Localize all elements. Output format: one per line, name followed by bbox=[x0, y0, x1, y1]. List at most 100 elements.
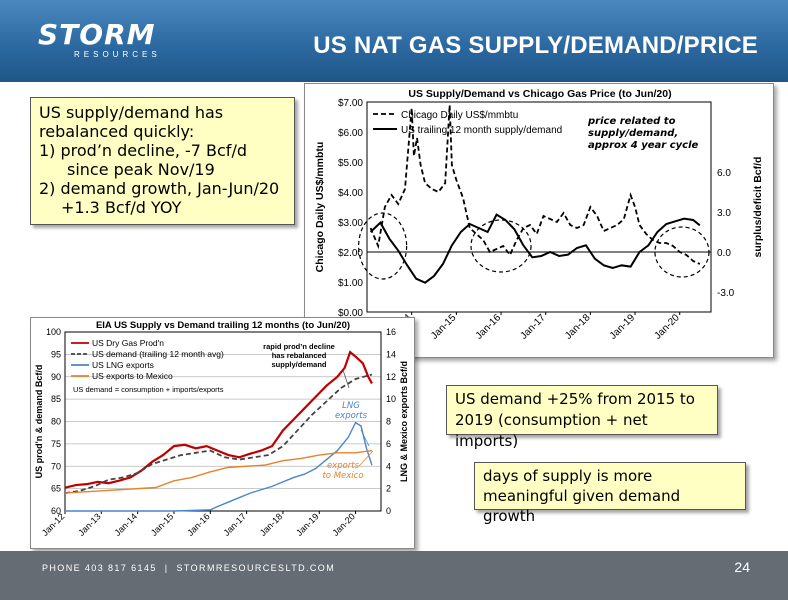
y2-tick-label: 14 bbox=[386, 349, 396, 359]
series-supply-demand-line bbox=[369, 213, 701, 284]
x-tick-label: Jan-19 bbox=[608, 312, 638, 342]
legend-label: US Dry Gas Prod'n bbox=[92, 338, 164, 348]
series-mexico-exports-line bbox=[64, 449, 373, 494]
y2-axis-label: surplus/deficit Bcf/d bbox=[752, 157, 764, 258]
logo-subtitle: RESOURCES bbox=[74, 50, 161, 59]
y2-tick-label: 6 bbox=[386, 439, 391, 449]
x-tick-label: Jan-20 bbox=[652, 312, 682, 342]
y2-tick-label: 0 bbox=[386, 506, 391, 516]
y2-tick-label: 4 bbox=[386, 461, 391, 471]
y2-axis-label: LNG & Mexico exports Bcf/d bbox=[399, 361, 409, 482]
annotation-mexico: exports bbox=[327, 461, 360, 471]
y-tick-label: 95 bbox=[51, 349, 61, 359]
supply-demand-callout: US supply/demand has rebalanced quickly:… bbox=[30, 97, 295, 225]
y-axis-label: US prod'n & demand Bcf/d bbox=[34, 365, 44, 479]
price-chart-svg: US Supply/Demand vs Chicago Gas Price (t… bbox=[314, 88, 764, 342]
x-tick-label: Jan-19 bbox=[294, 511, 321, 538]
series-price-line bbox=[369, 104, 701, 265]
y-tick-label: $3.00 bbox=[338, 218, 363, 229]
annotation-rebalance: supply/demand bbox=[271, 360, 326, 369]
annotation-lng: exports bbox=[335, 411, 368, 421]
legend-label: US LNG exports bbox=[92, 360, 154, 370]
callout-line: 2) demand growth, Jan-Jun/20 bbox=[39, 179, 280, 198]
x-tick-label: Jan-15 bbox=[149, 511, 176, 538]
slide-footer: PHONE 403 817 6145 | STORMRESOURCESLTD.COM… bbox=[0, 551, 788, 600]
y-tick-label: 85 bbox=[51, 394, 61, 404]
x-tick-label: Jan-15 bbox=[429, 312, 459, 342]
chart-title: US Supply/Demand vs Chicago Gas Price (t… bbox=[408, 88, 671, 100]
y-tick-label: 65 bbox=[51, 484, 61, 494]
demand-growth-callout: US demand +25% from 2015 to 2019 (consum… bbox=[446, 385, 718, 450]
x-tick-label: Jan-17 bbox=[518, 312, 548, 342]
callout-line: +1.3 Bcf/d YOY bbox=[61, 198, 182, 217]
y-tick-label: 100 bbox=[46, 327, 61, 337]
y-tick-label: 75 bbox=[51, 439, 61, 449]
annotation-mexico: to Mexico bbox=[322, 471, 363, 481]
callout-line: 1) prod’n decline, -7 Bcf/d bbox=[39, 141, 247, 160]
y-tick-label: $6.00 bbox=[338, 128, 363, 139]
y2-tick-label: 3.0 bbox=[717, 208, 731, 219]
y-tick-label: 60 bbox=[51, 506, 61, 516]
slide-title: US NAT GAS SUPPLY/DEMAND/PRICE bbox=[313, 32, 758, 59]
legend-price-label: Chicago Daily US$/mmbtu bbox=[401, 110, 518, 121]
y2-tick-label: 10 bbox=[386, 394, 396, 404]
y-tick-label: 80 bbox=[51, 417, 61, 427]
x-tick-label: Jan-14 bbox=[113, 511, 140, 538]
eia-supply-demand-chart: EIA US Supply vs Demand trailing 12 mont… bbox=[30, 317, 415, 549]
footer-website[interactable]: STORMRESOURCESLTD.COM bbox=[176, 563, 336, 573]
company-logo: STORM RESOURCES bbox=[38, 20, 161, 60]
footer-phone: PHONE 403 817 6145 bbox=[42, 563, 157, 573]
y-tick-label: $0.00 bbox=[338, 308, 363, 319]
x-tick-label: Jan-17 bbox=[221, 511, 248, 538]
x-tick-label: Jan-20 bbox=[330, 511, 357, 538]
y-tick-label: $7.00 bbox=[338, 98, 363, 109]
callout-line: US supply/demand has bbox=[39, 103, 224, 122]
logo-wordmark: STORM bbox=[38, 18, 156, 51]
chart-annotation-line: supply/demand, bbox=[588, 128, 678, 139]
cycle-highlight-circle bbox=[358, 212, 408, 280]
y2-tick-label: -3.0 bbox=[717, 288, 735, 299]
x-tick-label: Jan-13 bbox=[76, 511, 103, 538]
y2-tick-label: 12 bbox=[386, 372, 396, 382]
series-production-line bbox=[64, 350, 373, 489]
days-supply-callout: days of supply is more meaningful given … bbox=[474, 462, 746, 525]
cycle-highlight-circle bbox=[470, 219, 532, 273]
y2-tick-label: 6.0 bbox=[717, 168, 731, 179]
y2-tick-label: 16 bbox=[386, 327, 396, 337]
series-lng-exports-line bbox=[65, 421, 373, 512]
y-tick-label: $4.00 bbox=[338, 188, 363, 199]
legend-supply-demand-label: US trailing 12 month supply/demand bbox=[401, 125, 562, 136]
annotation-arrow bbox=[342, 369, 350, 389]
annotation-rebalance: rapid prod’n decline bbox=[263, 342, 335, 351]
page-number: 24 bbox=[734, 559, 750, 575]
callout-line: since peak Nov/19 bbox=[67, 160, 215, 179]
price-vs-supply-demand-chart: US Supply/Demand vs Chicago Gas Price (t… bbox=[304, 83, 774, 358]
annotation-arrow bbox=[358, 450, 374, 467]
annotation-arrow bbox=[360, 429, 370, 447]
plot-area bbox=[64, 331, 382, 512]
series-demand-line bbox=[64, 373, 373, 494]
chart-annotation-line: approx 4 year cycle bbox=[588, 140, 699, 151]
y-tick-label: 70 bbox=[51, 461, 61, 471]
x-tick-label: Jan-18 bbox=[258, 511, 285, 538]
cycle-highlight-circle bbox=[654, 226, 710, 278]
y-tick-label: $1.00 bbox=[338, 278, 363, 289]
footer-contact: PHONE 403 817 6145 | STORMRESOURCESLTD.COM bbox=[42, 563, 336, 573]
y2-tick-label: 2 bbox=[386, 484, 391, 494]
y-axis-label: Chicago Daily US$/mmbtu bbox=[314, 142, 326, 273]
y2-tick-label: 8 bbox=[386, 417, 391, 427]
legend-label: US demand (trailing 12 month avg) bbox=[92, 349, 224, 359]
callout-line: rebalanced quickly: bbox=[39, 122, 195, 141]
x-tick-label: Jan-16 bbox=[474, 312, 504, 342]
slide-header: STORM RESOURCES US NAT GAS SUPPLY/DEMAND… bbox=[0, 0, 788, 82]
y-tick-label: $2.00 bbox=[338, 248, 363, 259]
legend-label: US exports to Mexico bbox=[92, 371, 173, 381]
y-tick-label: 90 bbox=[51, 372, 61, 382]
chart-annotation-line: price related to bbox=[587, 116, 676, 127]
y2-tick-label: 0.0 bbox=[717, 248, 731, 259]
y-tick-label: $5.00 bbox=[338, 158, 363, 169]
x-tick-label: Jan-18 bbox=[563, 312, 593, 342]
legend-note: US demand = consumption + imports/export… bbox=[73, 385, 224, 394]
eia-chart-svg: EIA US Supply vs Demand trailing 12 mont… bbox=[34, 320, 409, 538]
x-tick-label: Jan-16 bbox=[185, 511, 212, 538]
